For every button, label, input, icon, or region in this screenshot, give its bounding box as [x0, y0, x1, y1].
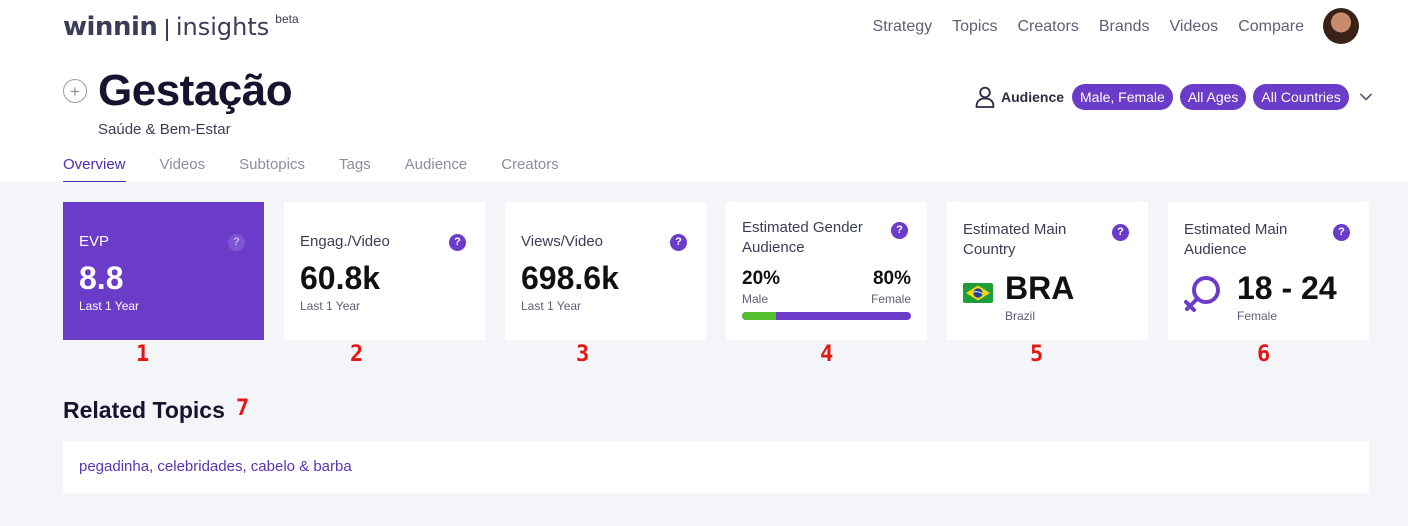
- views-card: Views/Video ? 698.6k Last 1 Year: [505, 202, 706, 340]
- annotation-marker: 4: [820, 342, 834, 367]
- logo-divider: [166, 19, 168, 41]
- tab-videos[interactable]: Videos: [159, 156, 206, 173]
- gender-split-bar: [742, 312, 911, 320]
- main-nav: Strategy Topics Creators Brands Videos C…: [853, 18, 1304, 36]
- views-title: Views/Video: [521, 233, 604, 250]
- main-audience-title: Estimated Main Audience: [1184, 221, 1288, 258]
- nav-brands[interactable]: Brands: [1098, 18, 1150, 35]
- top-bar: winnin insights beta Strategy Topics Cre…: [0, 0, 1408, 56]
- logo-product: insights: [175, 13, 270, 41]
- views-period: Last 1 Year: [521, 299, 582, 313]
- help-icon[interactable]: ?: [228, 234, 245, 251]
- help-icon[interactable]: ?: [891, 222, 908, 239]
- evp-card: EVP ? 8.8 Last 1 Year: [63, 202, 264, 340]
- gender-percentages: 20% 80%: [742, 268, 911, 290]
- logo-brand: winnin: [63, 12, 158, 42]
- gender-card: Estimated Gender Audience ? 20% 80% Male…: [726, 202, 927, 340]
- audience-label: Audience: [1001, 89, 1065, 105]
- tab-overview[interactable]: Overview: [63, 156, 126, 183]
- tab-audience[interactable]: Audience: [404, 156, 468, 173]
- annotation-marker: 2: [350, 342, 364, 367]
- help-icon[interactable]: ?: [1112, 224, 1129, 241]
- overview-panel: EVP ? 8.8 Last 1 Year Engag./Video ? 60.…: [0, 182, 1408, 526]
- tab-subtopics[interactable]: Subtopics: [239, 156, 305, 173]
- female-percent: 80%: [872, 268, 911, 289]
- evp-period: Last 1 Year: [79, 299, 140, 313]
- male-label: Male: [742, 292, 769, 306]
- nav-videos[interactable]: Videos: [1169, 18, 1219, 35]
- female-symbol-icon: [1184, 276, 1220, 312]
- annotation-marker: 1: [136, 342, 150, 367]
- nav-compare[interactable]: Compare: [1238, 18, 1304, 35]
- nav-strategy[interactable]: Strategy: [872, 18, 933, 35]
- page-subtitle: Saúde & Bem-Estar: [98, 121, 231, 138]
- brazil-flag-icon: [963, 283, 993, 303]
- female-label: Female: [870, 292, 911, 306]
- country-code: BRA: [1005, 270, 1075, 306]
- gender-title: Estimated Gender Audience: [742, 219, 863, 256]
- nav-creators[interactable]: Creators: [1017, 18, 1079, 35]
- beta-badge: beta: [275, 12, 299, 26]
- help-icon[interactable]: ?: [670, 234, 687, 251]
- annotation-marker: 3: [576, 342, 590, 367]
- country-name: Brazil: [1005, 309, 1036, 323]
- gender-filter-pill[interactable]: Male, Female: [1072, 84, 1173, 110]
- country-filter-pill[interactable]: All Countries: [1253, 84, 1349, 110]
- views-value: 698.6k: [521, 260, 619, 296]
- country-card: Estimated Main Country ? BRA Brazil: [947, 202, 1148, 340]
- person-icon: [975, 86, 995, 108]
- tab-tags[interactable]: Tags: [338, 156, 371, 173]
- engagement-period: Last 1 Year: [300, 299, 361, 313]
- gender-labels: Male Female: [742, 292, 911, 306]
- main-audience-card: Estimated Main Audience ? 18 - 24 Female: [1168, 202, 1369, 340]
- evp-value: 8.8: [79, 260, 124, 296]
- annotation-marker: 5: [1030, 342, 1044, 367]
- engagement-title: Engag./Video: [300, 233, 390, 250]
- annotation-marker: 7: [236, 396, 250, 421]
- related-topics-heading: Related Topics: [63, 397, 225, 423]
- help-icon[interactable]: ?: [449, 234, 466, 251]
- age-range: 18 - 24: [1237, 270, 1337, 306]
- nav-topics[interactable]: Topics: [952, 18, 998, 35]
- engagement-value: 60.8k: [300, 260, 381, 296]
- plus-icon: +: [70, 81, 80, 101]
- related-topics-list[interactable]: pegadinha, celebridades, cabelo & barba: [63, 441, 1369, 493]
- page-title: Gestação: [98, 66, 293, 115]
- audience-gender: Female: [1237, 309, 1278, 323]
- evp-title: EVP: [79, 233, 110, 250]
- country-title: Estimated Main Country: [963, 221, 1067, 258]
- chevron-down-icon[interactable]: [1359, 90, 1373, 104]
- age-filter-pill[interactable]: All Ages: [1179, 84, 1247, 110]
- logo[interactable]: winnin insights beta: [63, 12, 299, 42]
- annotation-marker: 6: [1257, 342, 1271, 367]
- tab-creators[interactable]: Creators: [501, 156, 559, 173]
- male-percent: 20%: [742, 268, 781, 289]
- engagement-card: Engag./Video ? 60.8k Last 1 Year: [284, 202, 485, 340]
- audience-filter: Audience Male, Female All Ages All Count…: [975, 84, 1373, 110]
- user-avatar[interactable]: [1323, 8, 1359, 44]
- add-topic-button[interactable]: +: [63, 79, 87, 103]
- help-icon[interactable]: ?: [1333, 224, 1350, 241]
- topic-tabs: Overview Videos Subtopics Tags Audience …: [63, 156, 593, 183]
- male-share-fill: [742, 312, 776, 320]
